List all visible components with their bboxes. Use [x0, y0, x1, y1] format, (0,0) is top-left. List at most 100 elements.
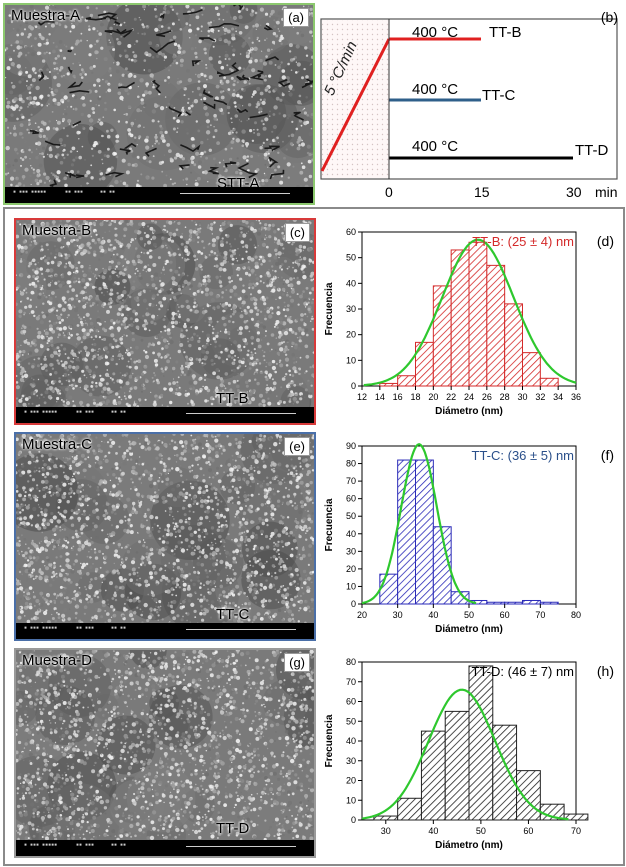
sem-name-g: TT-D [216, 820, 250, 837]
histogram-bar [468, 241, 488, 387]
histogram-bar [522, 352, 541, 387]
sem-name-c: TT-B [216, 390, 249, 407]
y-tick-label: 30 [346, 546, 356, 556]
x-tick-label: 32 [535, 392, 545, 402]
x-tick-label: 14 [375, 392, 385, 402]
x-tick-label: 30 [381, 826, 391, 836]
name-label-tt-c: TT-C [482, 87, 516, 104]
histogram-bar [397, 797, 422, 821]
x-tick-label: 12 [357, 392, 367, 402]
panel-tag-e: (e) [284, 437, 310, 456]
chart-title: TT-D: (46 ± 7) nm [472, 664, 574, 679]
histogram-bar [486, 601, 506, 605]
histogram-bar [486, 264, 506, 387]
x-tick-15: 15 [474, 184, 490, 200]
y-tick-label: 20 [346, 776, 356, 786]
temp-label-tt-c: 400 °C [412, 81, 459, 98]
histogram-bar [420, 730, 446, 821]
histogram-bar [504, 303, 524, 387]
y-tick-label: 0 [351, 381, 356, 391]
chart-title: TT-B: (25 ± 4) nm [472, 234, 574, 249]
panel-tag-a: (a) [283, 8, 309, 27]
y-tick-label: 20 [346, 564, 356, 574]
sem-texture-c [16, 220, 314, 423]
histogram-h: 30 40 50 60 70 0 10 20 30 40 50 60 70 80 Diámetro (nm)… [324, 657, 614, 851]
histogram-bar [504, 601, 524, 605]
y-tick-label: 10 [346, 795, 356, 805]
x-tick-label: 22 [446, 392, 456, 402]
y-tick-label: 60 [346, 227, 356, 237]
heating-schedule: (b) 5 °C/min 400 °C TT-B 400 °C TT-C 400… [316, 3, 624, 203]
y-axis-label: Frecuencia [324, 282, 335, 335]
histogram-bar [432, 526, 452, 605]
histogram-bar [539, 377, 559, 387]
histogram-bar [373, 815, 399, 821]
y-tick-label: 60 [346, 494, 356, 504]
x-tick-label: 20 [357, 610, 367, 620]
x-tick-label: 34 [553, 392, 563, 402]
panel-tag-b: (b) [600, 9, 618, 25]
y-tick-label: 30 [346, 756, 356, 766]
y-tick-label: 50 [346, 716, 356, 726]
x-axis-label: Diámetro (nm) [435, 406, 503, 417]
y-tick-label: 50 [346, 253, 356, 263]
y-tick-label: 10 [346, 355, 356, 365]
x-tick-label: 70 [571, 826, 581, 836]
histogram-bar [516, 770, 541, 821]
x-tick-label: 30 [517, 392, 527, 402]
histogram-d: 12 14 16 18 20 22 24 26 28 30 32 34 36 0 10 20 30 40 50 60 D… [324, 227, 614, 417]
histogram-bar [397, 375, 416, 387]
gaussian-fit [361, 688, 569, 821]
y-tick-label: 80 [346, 657, 356, 667]
sem-databar-e: ▪ ▪▪▪ ▪▪▪▪▪ ▪▪ ▪▪▪ ▪▪ ▪▪ [16, 623, 314, 639]
x-tick-label: 20 [428, 392, 438, 402]
y-tick-label: 80 [346, 459, 356, 469]
gaussian-fit [363, 238, 577, 387]
panel-tag-c: (c) [284, 223, 310, 242]
histogram-bar [379, 573, 399, 605]
x-tick-label: 50 [464, 610, 474, 620]
x-tick-label: 26 [482, 392, 492, 402]
sem-image-c: Muestra-B (c) TT-B ▪ ▪▪▪ ▪▪▪▪▪ ▪▪ ▪▪▪ ▪▪ ▪… [14, 218, 316, 425]
y-axis-label: Frecuencia [324, 714, 335, 767]
sem-databar-a: ▪ ▪▪▪ ▪▪▪▪▪ ▪▪ ▪▪▪ ▪▪ ▪▪ [5, 187, 313, 203]
y-tick-label: 90 [346, 441, 356, 451]
sem-name-e: TT-C [216, 606, 250, 623]
histogram-bar [492, 724, 518, 821]
temp-label-tt-d: 400 °C [412, 138, 459, 155]
x-tick-label: 16 [393, 392, 403, 402]
x-unit: min [595, 184, 618, 200]
x-tick-label: 28 [500, 392, 510, 402]
y-tick-label: 70 [346, 476, 356, 486]
x-tick-30: 30 [566, 184, 582, 200]
y-tick-label: 20 [346, 330, 356, 340]
schedule-svg [320, 18, 618, 180]
x-tick-label: 60 [500, 610, 510, 620]
x-tick-label: 40 [428, 826, 438, 836]
name-label-tt-b: TT-B [489, 24, 522, 41]
y-tick-label: 40 [346, 278, 356, 288]
sem-databar-g: ▪ ▪▪▪ ▪▪▪▪▪ ▪▪ ▪▪▪ ▪▪ ▪▪ [16, 840, 314, 856]
panel-tag: (f) [601, 447, 614, 463]
y-tick-label: 0 [351, 599, 356, 609]
ramp-line [320, 38, 391, 172]
x-tick-label: 30 [393, 610, 403, 620]
gaussian-fit [361, 443, 477, 605]
x-axis-label: Diámetro (nm) [435, 624, 503, 635]
x-tick-label: 40 [428, 610, 438, 620]
histogram-bar [379, 382, 399, 387]
y-tick-label: 10 [346, 581, 356, 591]
y-tick-label: 50 [346, 511, 356, 521]
y-tick-label: 40 [346, 736, 356, 746]
histogram-f: 20 30 40 50 60 70 80 0 10 20 30 40 50 60 70 80 90 Diámetr… [324, 441, 614, 635]
x-axis-label: Diámetro (nm) [435, 840, 503, 851]
sem-title-e: Muestra-C [22, 436, 93, 453]
sem-texture-a [5, 5, 313, 198]
y-tick-label: 0 [351, 815, 356, 825]
x-tick-0: 0 [385, 184, 393, 200]
histogram-bar [415, 459, 434, 605]
x-tick-label: 50 [476, 826, 486, 836]
sem-title-a: Muestra-A [11, 7, 81, 24]
x-tick-label: 36 [571, 392, 581, 402]
chart-title: TT-C: (36 ± 5) nm [472, 448, 574, 463]
